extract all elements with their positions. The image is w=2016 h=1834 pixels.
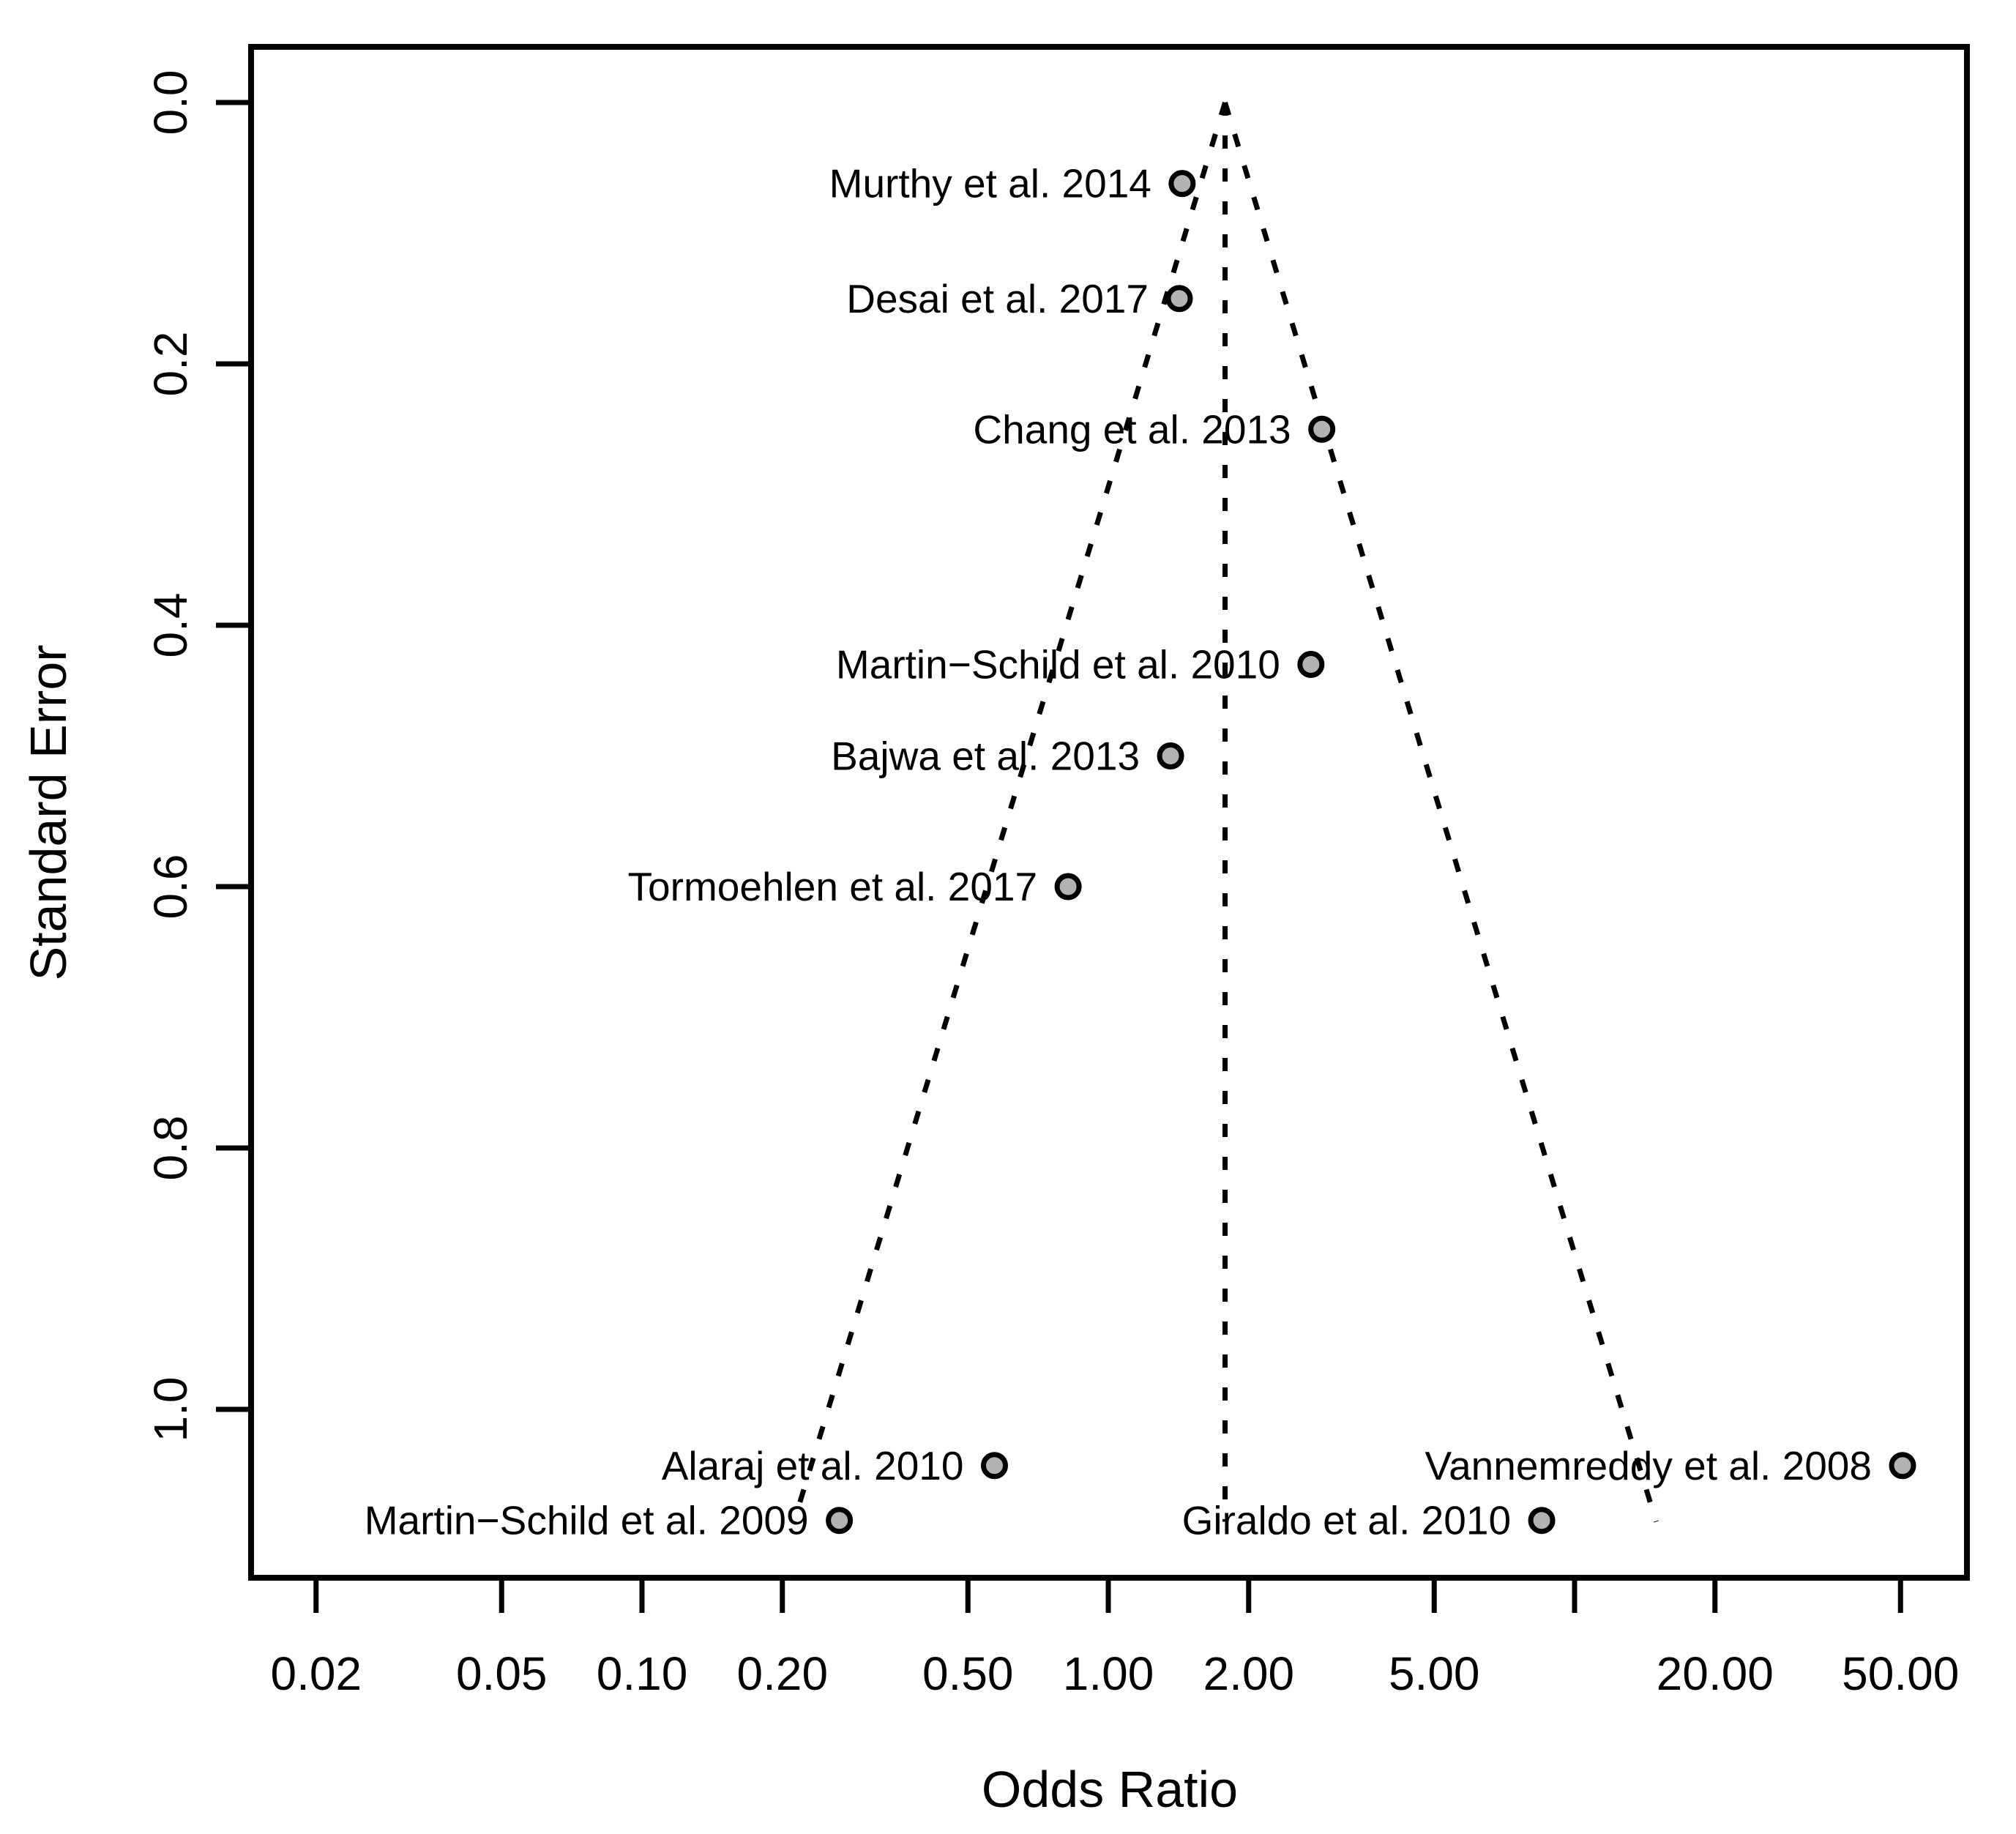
x-axis-tick-label: 50.00 bbox=[1842, 1647, 1959, 1700]
data-point bbox=[1297, 651, 1325, 679]
y-axis-title: Standard Error bbox=[20, 644, 77, 980]
data-point bbox=[1889, 1452, 1916, 1480]
x-axis-tick-label: 5.00 bbox=[1389, 1647, 1480, 1700]
data-point bbox=[826, 1507, 854, 1535]
study-label: Tormoehlen et al. 2017 bbox=[628, 864, 1038, 909]
study-label: Chang et al. 2013 bbox=[973, 406, 1291, 452]
x-axis-tick-label: 20.00 bbox=[1657, 1647, 1774, 1700]
study-label: Desai et al. 2017 bbox=[846, 276, 1149, 321]
y-axis-tick-label: 0.6 bbox=[144, 854, 197, 920]
funnel-right-edge-line bbox=[1222, 101, 1659, 1523]
x-axis-tick-label: 1.00 bbox=[1063, 1647, 1154, 1700]
study-label: Bajwa et al. 2013 bbox=[831, 734, 1140, 779]
x-axis-tick-label: 0.10 bbox=[597, 1647, 688, 1700]
y-axis-tick-label: 0.4 bbox=[144, 593, 197, 658]
x-axis-tick-label: 0.20 bbox=[736, 1647, 828, 1700]
study-label: Giraldo et al. 2010 bbox=[1182, 1498, 1511, 1543]
data-point bbox=[1308, 415, 1336, 443]
x-axis-tick-label: 0.05 bbox=[456, 1647, 548, 1700]
y-axis-tick-label: 0.2 bbox=[144, 332, 197, 397]
y-axis: 0.0 0.2 0.4 0.6 0.8 1.0 bbox=[144, 70, 251, 1442]
data-point bbox=[1528, 1507, 1556, 1535]
x-axis-tick-label: 0.50 bbox=[922, 1647, 1014, 1700]
study-label: Murthy et al. 2014 bbox=[829, 161, 1151, 206]
data-point bbox=[1157, 742, 1184, 769]
x-axis-tick-label: 0.02 bbox=[270, 1647, 362, 1700]
x-axis-title: Odds Ratio bbox=[982, 1761, 1238, 1818]
x-axis-tick-label: 2.00 bbox=[1203, 1647, 1294, 1700]
x-axis: 0.02 0.05 0.10 0.20 0.50 1.00 2.00 5.00 20.00 50.… bbox=[270, 1578, 1959, 1700]
data-point bbox=[1168, 170, 1196, 198]
study-label: Martin−Schild et al. 2009 bbox=[365, 1498, 809, 1543]
study-label: Vannemreddy et al. 2008 bbox=[1425, 1443, 1872, 1488]
data-point bbox=[1054, 873, 1082, 901]
funnel-confidence-lines bbox=[791, 101, 1659, 1523]
y-axis-tick-label: 0.8 bbox=[144, 1116, 197, 1181]
y-axis-tick-label: 1.0 bbox=[144, 1377, 197, 1442]
y-axis-tick-label: 0.0 bbox=[144, 70, 197, 135]
data-point bbox=[980, 1452, 1008, 1480]
study-label: Martin−Schild et al. 2010 bbox=[836, 642, 1280, 687]
data-points-layer: Murthy et al. 2014 Desai et al. 2017 Chang… bbox=[365, 161, 1916, 1543]
study-label: Alaraj et al. 2010 bbox=[662, 1443, 964, 1488]
data-point bbox=[1165, 285, 1193, 313]
